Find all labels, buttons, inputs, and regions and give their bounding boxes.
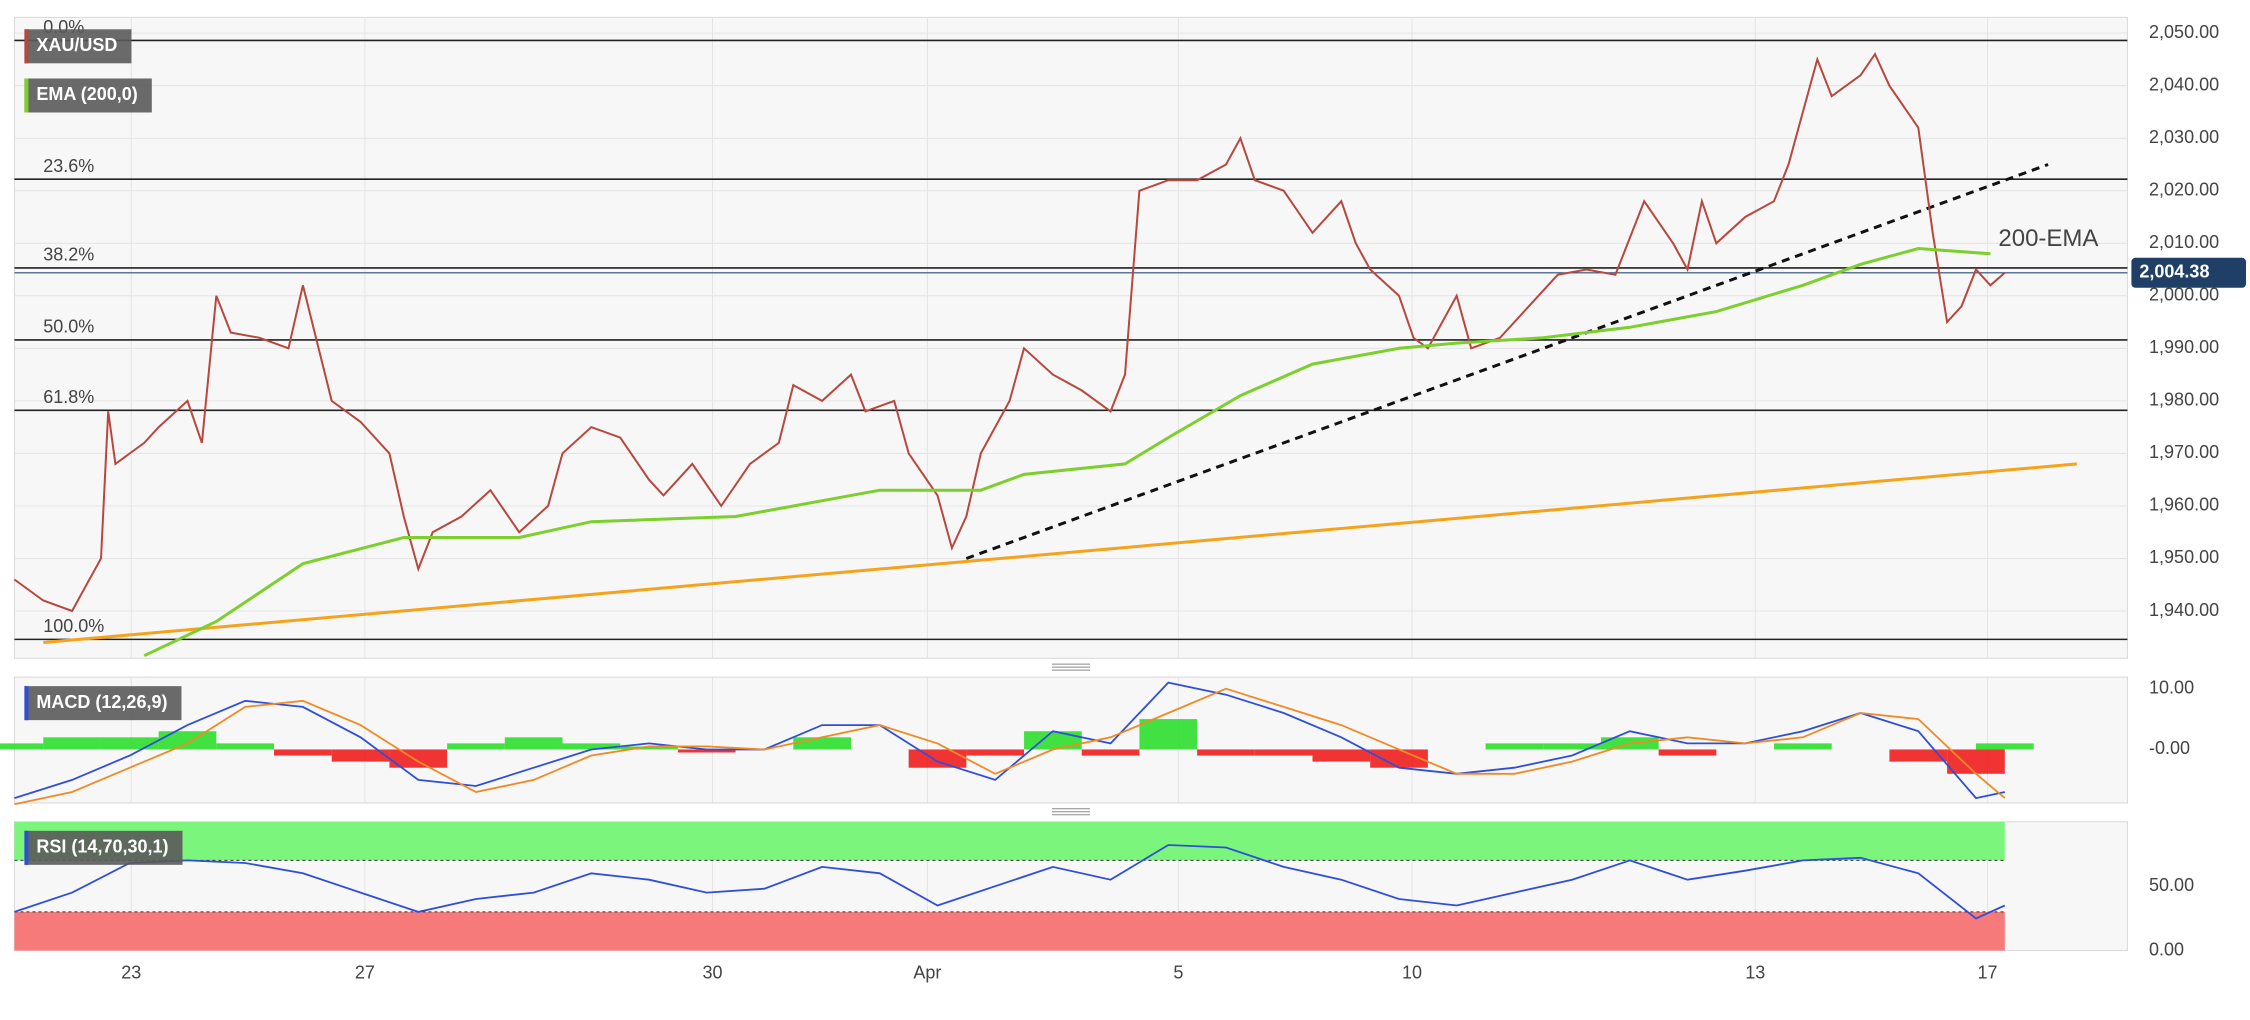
histogram-bar — [1254, 749, 1313, 756]
y-tick-label: 2,000.00 — [2149, 285, 2219, 305]
y-tick-label: 0.00 — [2149, 939, 2184, 959]
legend-entry-stripe — [24, 29, 29, 64]
histogram-bar — [1197, 749, 1255, 756]
histogram-bar — [1543, 743, 1601, 750]
y-tick-label: 1,960.00 — [2149, 495, 2219, 515]
fib-label: 61.8% — [43, 387, 94, 407]
histogram-bar — [504, 737, 563, 750]
histogram-bar — [43, 737, 101, 750]
panel-title-text: MACD (12,26,9) — [36, 692, 167, 712]
legend-entry-text: EMA (200,0) — [36, 84, 137, 104]
y-tick-label: 2,040.00 — [2149, 74, 2219, 94]
y-tick-label: 1,940.00 — [2149, 600, 2219, 620]
histogram-bar — [1081, 749, 1140, 756]
histogram-bar — [216, 743, 275, 750]
panel-title-stripe — [24, 686, 29, 721]
fib-label: 38.2% — [43, 245, 94, 265]
histogram-bar — [1947, 749, 2005, 774]
y-tick-label: 2,050.00 — [2149, 22, 2219, 42]
legend-entry-stripe — [24, 78, 29, 113]
y-tick-label: 50.00 — [2149, 875, 2194, 895]
x-tick-label: 17 — [1977, 962, 1997, 982]
trendline — [43, 462, 2078, 644]
histogram-bar — [1658, 749, 1717, 756]
annotation: 200-EMA — [1998, 225, 2098, 252]
histogram-bar — [793, 737, 851, 750]
plot-area — [13, 16, 2128, 659]
y-tick-label: 1,950.00 — [2149, 547, 2219, 567]
legend-entry-box — [24, 78, 152, 113]
panel-title-box — [24, 686, 182, 721]
histogram-bar — [1975, 743, 2034, 750]
legend-entry-text: XAU/USD — [36, 35, 117, 55]
histogram-bar — [966, 749, 1025, 756]
legend-entry: EMA (200,0) — [24, 78, 152, 113]
histogram-bar — [1139, 719, 1198, 750]
y-tick-label: 10.00 — [2149, 677, 2194, 697]
panel-title: MACD (12,26,9) — [24, 686, 182, 721]
fib-label: 50.0% — [43, 317, 94, 337]
x-tick-label: 10 — [1402, 962, 1422, 982]
x-tick-label: 30 — [702, 962, 722, 982]
histogram-bar — [1312, 749, 1371, 762]
y-tick-label: 1,980.00 — [2149, 390, 2219, 410]
y-tick-label: -0.00 — [2149, 738, 2190, 758]
macd-line — [14, 681, 2005, 800]
histogram-bar — [389, 749, 448, 768]
last-price-label: 2,004.38 — [2139, 262, 2209, 282]
fib-label: 23.6% — [43, 156, 94, 176]
y-tick-label: 2,020.00 — [2149, 179, 2219, 199]
series-line — [143, 246, 1991, 658]
trendline — [965, 163, 2049, 560]
x-tick-label: Apr — [913, 962, 941, 982]
x-tick-label: 13 — [1745, 962, 1765, 982]
legend-entry: XAU/USD — [24, 29, 132, 64]
histogram-bar — [447, 743, 505, 750]
histogram-bar — [677, 749, 736, 753]
panel-title: RSI (14,70,30,1) — [24, 830, 183, 865]
histogram-bar — [1485, 743, 1544, 750]
oversold-band — [14, 911, 2005, 951]
histogram-bar — [1370, 749, 1428, 768]
histogram-bar — [908, 749, 967, 768]
y-tick-label: 1,990.00 — [2149, 337, 2219, 357]
histogram-bar — [0, 743, 44, 750]
histogram-bar — [158, 731, 217, 750]
histogram-bar — [1889, 749, 1948, 762]
x-tick-label: 23 — [121, 962, 141, 982]
panel-title-text: RSI (14,70,30,1) — [36, 837, 168, 857]
last-price-tag — [2131, 257, 2246, 288]
rsi-line — [14, 844, 2006, 920]
legend-entry-box — [24, 29, 132, 64]
histogram-bar — [274, 749, 332, 756]
overbought-band — [14, 821, 2005, 861]
fib-label: 100.0% — [43, 616, 104, 636]
histogram-bar — [620, 746, 678, 750]
histogram-bar — [1774, 743, 1832, 750]
y-tick-label: 2,030.00 — [2149, 127, 2219, 147]
panel-title-box — [24, 830, 183, 865]
macd-line — [14, 687, 2006, 806]
series-line — [13, 52, 2006, 613]
panel-title-stripe — [24, 830, 29, 865]
histogram-bar — [331, 749, 390, 762]
y-tick-label: 2,010.00 — [2149, 232, 2219, 252]
x-tick-label: 27 — [355, 962, 375, 982]
histogram-bar — [100, 737, 159, 750]
histogram-bar — [562, 743, 621, 750]
x-tick-label: 5 — [1173, 962, 1183, 982]
y-tick-label: 1,970.00 — [2149, 442, 2219, 462]
histogram-bar — [1024, 731, 1082, 750]
